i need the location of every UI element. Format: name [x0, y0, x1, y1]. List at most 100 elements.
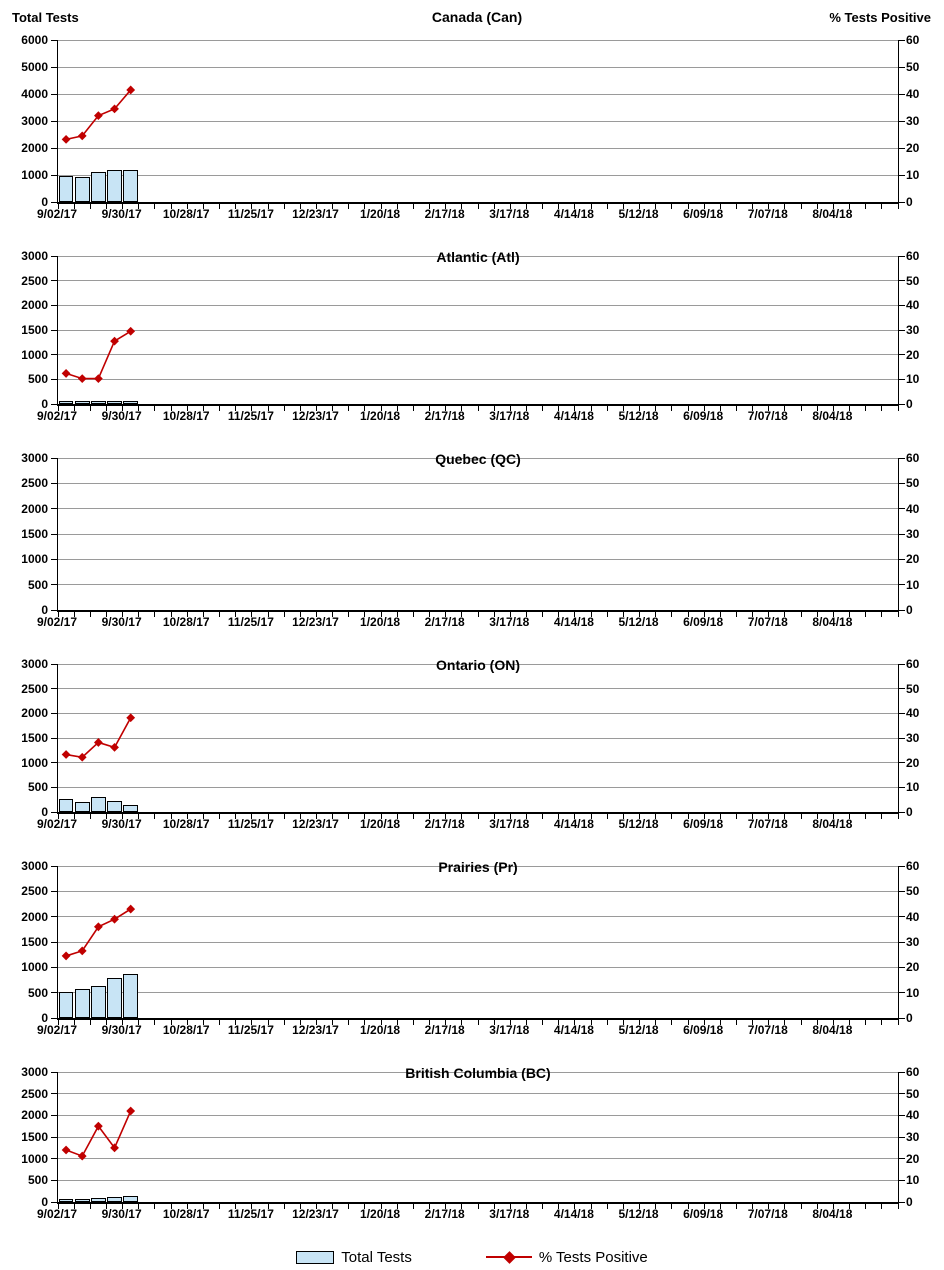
y-axis-label-left: 0: [41, 805, 48, 819]
y-axis-tick-right: [899, 1093, 905, 1095]
x-axis-tick: [832, 1020, 834, 1025]
x-axis-tick: [735, 612, 737, 617]
x-axis-label: 9/30/17: [101, 207, 142, 221]
x-axis-tick: [235, 1020, 237, 1025]
x-axis-tick: [639, 1020, 641, 1025]
x-axis-tick: [73, 612, 75, 617]
x-axis-tick: [719, 612, 721, 617]
x-axis-label: 9/30/17: [101, 1023, 142, 1037]
pct-tests-positive-line: [61, 326, 136, 383]
x-axis-tick: [122, 1204, 124, 1209]
x-axis-tick: [639, 814, 641, 819]
x-axis-label: 4/14/18: [553, 1023, 594, 1037]
gridline: [58, 737, 898, 739]
x-axis-tick: [784, 1020, 786, 1025]
y-axis-label-left: 0: [41, 195, 48, 209]
legend-diamond-marker: [502, 1250, 516, 1264]
total-tests-bar: [91, 400, 106, 404]
y-axis-tick-right: [899, 201, 905, 203]
x-axis-tick: [816, 1020, 818, 1025]
y-axis-tick-right: [899, 1158, 905, 1160]
y-axis-tick-right: [899, 255, 905, 257]
x-axis-tick: [574, 204, 576, 209]
y-axis-label-right: 30: [906, 1130, 920, 1144]
x-axis-label: 11/25/17: [227, 1023, 274, 1037]
x-axis-label: 10/28/17: [162, 1207, 210, 1221]
y-axis-tick-right: [899, 378, 905, 380]
x-axis-tick: [445, 406, 447, 411]
x-axis-tick: [606, 204, 608, 209]
y-axis-label-right: 10: [906, 577, 920, 592]
x-axis-tick: [122, 406, 124, 411]
x-axis-tick: [719, 1204, 721, 1209]
y-axis-label-left: 3000: [21, 249, 48, 263]
total-tests-bar: [107, 978, 122, 1018]
x-axis-tick: [138, 1204, 140, 1209]
y-axis-label-left: 3000: [21, 1065, 48, 1079]
x-axis-tick: [509, 612, 511, 617]
chart-title: Quebec (QC): [435, 451, 521, 467]
gridline: [58, 1071, 898, 1073]
x-axis-tick: [299, 204, 301, 209]
y-axis-tick-left: [51, 558, 57, 560]
x-axis-tick: [138, 204, 140, 209]
diamond-marker: [77, 752, 87, 762]
x-axis-tick: [412, 612, 414, 617]
x-axis-tick: [251, 406, 253, 411]
x-axis-tick: [525, 406, 527, 411]
y-axis-tick-right: [899, 120, 905, 122]
gridline: [58, 584, 898, 586]
total-tests-bar: [74, 802, 90, 812]
x-axis-tick: [396, 1020, 398, 1025]
x-axis-tick: [800, 204, 802, 209]
gridline: [58, 1093, 898, 1095]
legend-label-pct-positive: % Tests Positive: [538, 1248, 648, 1266]
x-axis-tick: [154, 406, 156, 411]
gridline: [58, 663, 898, 665]
gridline: [58, 992, 898, 994]
x-axis-label: 8/04/18: [812, 409, 853, 423]
y-axis-label-left: 2500: [21, 476, 48, 491]
x-axis-tick: [170, 612, 172, 617]
y-axis-label-right: 60: [906, 859, 920, 873]
x-axis-tick: [251, 814, 253, 819]
plot-area-quebec: 0 500 1000 1500 2000 2500 3000 0 10 20 30 40 50 60 Que…: [21, 451, 919, 617]
x-axis-tick: [412, 406, 414, 411]
gridline: [58, 1179, 898, 1181]
gridline: [58, 508, 898, 510]
x-axis-tick: [768, 204, 770, 209]
x-axis-label: 7/07/18: [747, 615, 788, 629]
y-axis-tick-right: [899, 329, 905, 331]
x-axis-label: 8/04/18: [812, 817, 853, 831]
x-axis-labels-british-columbia: 9/02/17 9/30/17 10/28/17 11/25/17 12/23/17 1/…: [37, 1204, 897, 1224]
x-axis-tick: [89, 612, 91, 617]
x-axis-tick: [267, 1020, 269, 1025]
x-axis-tick: [251, 612, 253, 617]
x-axis-tick: [542, 1020, 544, 1025]
x-axis-tick: [202, 814, 204, 819]
diamond-marker: [61, 750, 71, 759]
x-axis-label: 9/30/17: [101, 615, 142, 629]
x-axis-label: 5/12/18: [618, 409, 659, 423]
x-axis-tick: [735, 204, 737, 209]
chart-british-columbia: 0 500 1000 1500 2000 2500 3000 0 10 20 30 40 50 60 Bri…: [0, 1065, 944, 1224]
y-axis-tick-left: [51, 688, 57, 690]
x-axis-tick: [412, 814, 414, 819]
x-axis-tick: [380, 1020, 382, 1025]
y-axis-tick-right: [899, 482, 905, 484]
y-axis-tick-left: [51, 1179, 57, 1181]
x-axis-label: 3/17/18: [489, 409, 530, 423]
y-axis-label-left: 0: [41, 603, 48, 617]
line-path: [65, 1110, 132, 1158]
x-axis-tick: [477, 204, 479, 209]
x-axis-tick: [461, 406, 463, 411]
plot-area-prairies: 0 500 1000 1500 2000 2500 3000 0 10 20 30 40 50 60 Pra…: [21, 859, 919, 1025]
x-axis-tick: [73, 1020, 75, 1025]
x-axis-tick: [267, 204, 269, 209]
x-axis-tick: [283, 1204, 285, 1209]
x-axis-tick: [590, 1204, 592, 1209]
x-axis-label: 11/25/17: [227, 1207, 274, 1221]
x-axis-label: 12/23/17: [292, 409, 339, 423]
x-axis-tick: [364, 204, 366, 209]
x-axis-label: 10/28/17: [162, 1023, 210, 1037]
